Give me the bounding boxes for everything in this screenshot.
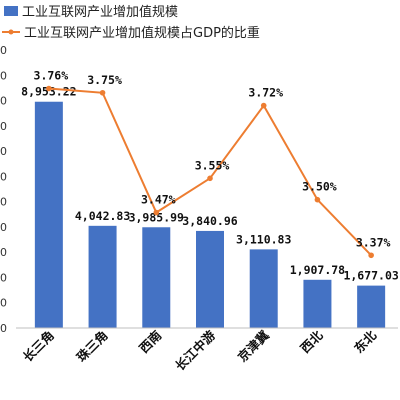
share-value-label: 3.76% xyxy=(34,68,69,82)
bar-value-label: 1,907.78 xyxy=(290,263,345,277)
legend-line-marker xyxy=(8,29,14,35)
share-point xyxy=(153,209,160,216)
bar-labels: 8,953.22 4,042.833,985.993,840.96 3,110.83… xyxy=(21,85,399,283)
y-tick-label: 0 xyxy=(0,145,7,158)
bar-value-label: 8,953.22 xyxy=(21,85,76,99)
y-tick-label: 0 xyxy=(0,196,7,209)
share-labels: 3.76% 3.75% 3.47% 3.55% 3.72% 3.50% 3.37% xyxy=(34,68,391,249)
y-tick-label: 0 xyxy=(0,170,7,183)
bar xyxy=(88,225,117,328)
legend-bar-label: 工业互联网产业增加值规模 xyxy=(22,4,178,20)
bar xyxy=(196,230,224,328)
category-label: 西南 xyxy=(136,327,165,356)
y-axis: 0 0 0 0 0 0 0 0 0 0 0 0 xyxy=(0,44,7,335)
bar-value-label: 4,042.83 xyxy=(75,209,130,223)
share-value-label: 3.47% xyxy=(141,193,176,207)
y-tick-label: 0 xyxy=(0,221,7,234)
x-axis: 长三角 珠三角 西南 长江中游 京津冀 西北 东北 xyxy=(16,327,398,373)
category-label: 长三角 xyxy=(20,328,57,365)
share-point xyxy=(314,196,321,203)
bar xyxy=(357,285,386,328)
share-point xyxy=(368,252,374,259)
category-label: 京津冀 xyxy=(235,327,272,364)
category-label: 长江中游 xyxy=(172,327,218,373)
y-tick-label: 0 xyxy=(0,246,7,259)
category-label: 西北 xyxy=(297,327,326,356)
category-label: 珠三角 xyxy=(74,328,111,365)
y-tick-label: 0 xyxy=(0,69,7,82)
share-value-label: 3.37% xyxy=(356,235,391,249)
share-point xyxy=(99,89,106,96)
share-point xyxy=(46,85,52,92)
bar xyxy=(303,279,332,328)
legend-line-label: 工业互联网产业增加值规模占GDP的比重 xyxy=(24,25,260,41)
legend-bar-swatch xyxy=(4,6,18,16)
share-value-label: 3.75% xyxy=(87,73,122,87)
bar-value-label: 3,110.83 xyxy=(236,232,291,246)
legend: 工业互联网产业增加值规模 工业互联网产业增加值规模占GDP的比重 xyxy=(2,4,260,41)
y-tick-label: 0 xyxy=(0,297,7,310)
bar-value-label: 1,677.03 xyxy=(343,269,398,283)
bar-value-label: 3,840.96 xyxy=(182,214,237,228)
share-point xyxy=(260,102,267,109)
y-tick-label: 0 xyxy=(0,120,7,133)
bar xyxy=(249,249,278,328)
y-tick-label: 0 xyxy=(0,95,7,108)
bar-value-label: 3,985.99 xyxy=(129,210,184,224)
share-point xyxy=(207,175,213,182)
share-value-label: 3.72% xyxy=(248,86,283,100)
bar xyxy=(142,227,171,328)
y-tick-label: 0 xyxy=(0,322,7,335)
y-tick-label: 0 xyxy=(0,44,7,57)
share-value-label: 3.55% xyxy=(195,158,230,172)
y-tick-label: 0 xyxy=(0,271,7,284)
category-label: 东北 xyxy=(351,327,380,356)
share-value-label: 3.50% xyxy=(302,180,337,194)
bar xyxy=(34,101,63,328)
share-line xyxy=(46,85,374,259)
bars xyxy=(34,101,386,328)
